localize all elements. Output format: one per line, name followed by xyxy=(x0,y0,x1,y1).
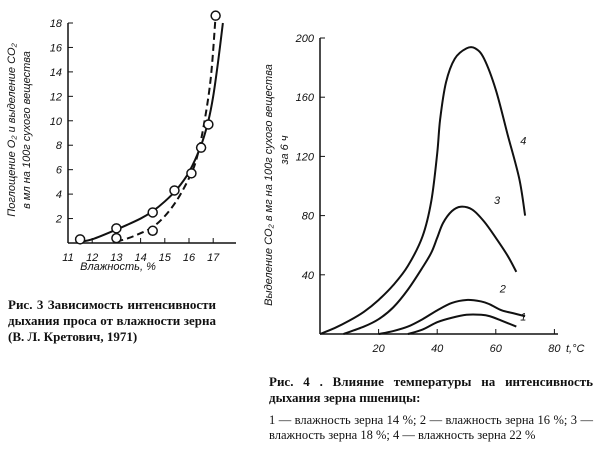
data-point xyxy=(111,232,122,244)
figure-3-caption: Рис. 3 Зависимость интенсивности дыхания… xyxy=(8,297,216,344)
y-axis-label-line2: за 6 ч xyxy=(279,135,291,165)
x-tick-label: 12 xyxy=(86,252,98,264)
series-line-4 xyxy=(319,46,527,335)
x-tick-label: 40 xyxy=(431,343,444,355)
y-tick-label: 120 xyxy=(296,151,315,163)
x-tick-label: 17 xyxy=(207,252,220,264)
y-tick-label: 2 xyxy=(55,214,62,226)
x-tick-label: 16 xyxy=(183,252,196,264)
data-point xyxy=(195,142,207,153)
data-point xyxy=(74,234,86,245)
y-tick-label: 160 xyxy=(296,92,315,104)
x-axis-label: t,°C xyxy=(566,343,585,355)
x-tick-label: 80 xyxy=(548,343,561,355)
x-tick-label: 60 xyxy=(490,343,503,355)
y-tick-label: 10 xyxy=(50,116,63,128)
y-tick-label: 80 xyxy=(302,211,315,223)
data-point xyxy=(169,185,180,196)
y-tick-label: 4 xyxy=(56,189,62,201)
x-tick-label: 20 xyxy=(371,343,385,355)
x-tick-label: 13 xyxy=(110,252,123,264)
series-line-3 xyxy=(343,205,518,335)
data-point xyxy=(186,168,197,179)
data-point xyxy=(210,10,221,21)
y-tick-label: 16 xyxy=(50,42,63,54)
x-tick-label: 15 xyxy=(159,252,172,264)
data-point xyxy=(203,119,214,130)
series-label-4: 4 xyxy=(520,136,526,148)
series-line-2 xyxy=(378,298,526,335)
data-point xyxy=(111,223,122,234)
y-tick-label: 40 xyxy=(302,270,315,282)
figure-4-caption: Рис. 4 . Влияние температуры на интенсив… xyxy=(269,374,593,405)
x-tick-label: 14 xyxy=(134,252,146,264)
x-tick-label: 11 xyxy=(62,252,73,264)
y-axis-label-line1: Поглощение O₂ и выделение CO₂ xyxy=(6,42,18,216)
y-axis-label-line1: Выделение CO₂ в мг на 100г сухого вещест… xyxy=(263,64,275,306)
y-axis-label-line2: в мл на 100г сухого вещества xyxy=(21,51,33,209)
data-point xyxy=(147,207,158,218)
series-line-1 xyxy=(407,313,517,335)
data-point xyxy=(147,225,158,237)
series-label-1: 1 xyxy=(520,312,526,324)
y-tick-label: 200 xyxy=(295,33,315,45)
y-tick-label: 12 xyxy=(50,91,62,103)
series-line-dashed xyxy=(116,15,217,243)
y-tick-label: 6 xyxy=(56,165,63,177)
figure-4-legend: 1 — влажность зерна 14 %; 2 — влажность … xyxy=(269,413,593,442)
y-tick-label: 14 xyxy=(50,67,62,79)
x-axis-label: Влажность, % xyxy=(80,261,156,273)
series-label-3: 3 xyxy=(494,195,501,207)
y-tick-label: 8 xyxy=(56,140,63,152)
y-tick-label: 18 xyxy=(50,18,63,30)
series-label-2: 2 xyxy=(499,284,506,296)
